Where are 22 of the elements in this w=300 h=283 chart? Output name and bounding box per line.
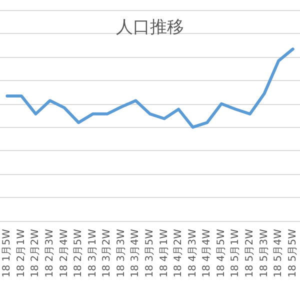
x-tick-label: 18 3月2W [102,228,113,278]
x-tick-label: 18 4月1W [158,228,170,278]
x-tick-label: 18 3月4W [130,228,142,278]
x-tick-label: 18 5月4W [273,228,284,278]
x-tick-label: 18 5月1W [230,228,242,278]
x-tick-label: 18 5月2W [244,228,256,278]
x-tick-label: 18 3月3W [116,228,127,278]
x-tick-label: 18 4月5W [216,228,227,278]
x-tick-label: 18 3月5W [144,228,156,278]
x-tick-label: 18 5月3W [258,228,270,278]
x-tick-label: 18 2月5W [73,228,84,278]
x-tick-label: 18 5月5W [287,228,298,278]
x-tick-label: 18 4月4W [202,228,213,278]
x-tick-label: 18 4月3W [187,228,198,278]
x-tick-label: 18 1月5W [2,228,13,278]
x-tick-label: 18 2月2W [30,228,42,278]
x-tick-label: 18 4月2W [173,228,184,278]
x-tick-label: 18 2月3W [44,228,56,278]
x-tick-label: 18 2月1W [16,228,27,278]
x-tick-label: 18 3月1W [87,228,98,278]
chart-title: 人口推移 [116,18,184,38]
x-tick-label: 18 2月4W [58,228,70,278]
